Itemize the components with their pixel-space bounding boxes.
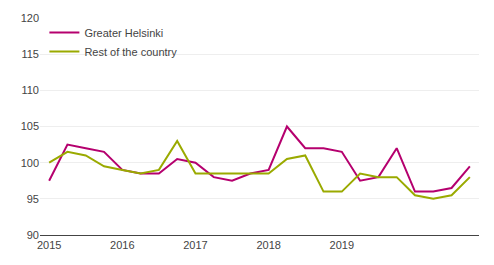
svg-text:100: 100 [21, 157, 39, 169]
svg-text:2016: 2016 [110, 239, 134, 251]
svg-text:Greater Helsinki: Greater Helsinki [84, 27, 163, 39]
svg-text:90: 90 [27, 229, 39, 241]
svg-text:95: 95 [27, 193, 39, 205]
svg-text:2018: 2018 [256, 239, 280, 251]
svg-text:120: 120 [21, 12, 39, 24]
svg-text:105: 105 [21, 120, 39, 132]
svg-text:Rest of the country: Rest of the country [84, 46, 177, 58]
svg-text:2015: 2015 [37, 239, 61, 251]
svg-text:2017: 2017 [183, 239, 207, 251]
svg-text:115: 115 [21, 48, 39, 60]
svg-text:110: 110 [21, 84, 39, 96]
svg-text:2019: 2019 [330, 239, 354, 251]
